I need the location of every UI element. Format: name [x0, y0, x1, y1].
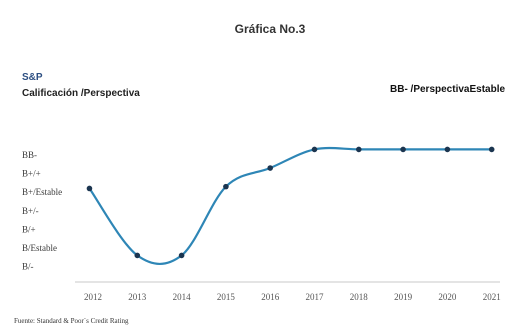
- x-tick-label: 2020: [438, 292, 457, 302]
- data-point: [400, 146, 406, 153]
- data-point: [134, 252, 141, 259]
- series-line: [88, 146, 492, 266]
- y-tick-label: B/Estable: [22, 243, 57, 253]
- chart-title: Gráfica No.3: [235, 22, 306, 36]
- x-tick-label: 2021: [483, 292, 501, 302]
- x-tick-label: 2013: [128, 292, 147, 302]
- y-tick-labels: BB- B+/+ B+/Estable B+/- B/+ B/Estable B/-: [22, 150, 62, 272]
- x-tick-label: 2014: [173, 292, 192, 302]
- x-tick-labels: 2012 2013 2014 2015 2016 2017 2018 2019 2020 2021: [84, 292, 501, 302]
- source-note: Fuente: Standard & Poor´s Credit Rating: [14, 317, 129, 325]
- y-tick-label: B+/Estable: [22, 187, 62, 197]
- data-point: [311, 146, 318, 153]
- x-tick-label: 2019: [394, 292, 413, 302]
- data-point: [178, 252, 185, 259]
- x-tick-label: 2017: [306, 292, 325, 302]
- data-point: [267, 165, 274, 171]
- x-tick-label: 2012: [84, 292, 102, 302]
- data-point: [356, 146, 362, 153]
- y-tick-label: BB-: [22, 150, 37, 160]
- rating-annotation: BB- /PerspectivaEstable: [390, 84, 505, 95]
- series-markers: [86, 146, 495, 259]
- y-tick-label: B+/+: [22, 169, 41, 179]
- y-axis-title: Calificación /Perspectiva: [22, 88, 140, 99]
- data-point: [488, 146, 495, 153]
- data-point: [86, 185, 93, 192]
- agency-label: S&P: [22, 72, 43, 83]
- y-tick-label: B+/-: [22, 206, 39, 216]
- data-point: [223, 183, 229, 190]
- x-tick-label: 2016: [261, 292, 280, 302]
- x-tick-label: 2018: [350, 292, 369, 302]
- y-tick-label: B/-: [22, 262, 34, 272]
- y-tick-label: B/+: [22, 224, 36, 234]
- x-tick-label: 2015: [217, 292, 236, 302]
- data-point: [444, 146, 451, 153]
